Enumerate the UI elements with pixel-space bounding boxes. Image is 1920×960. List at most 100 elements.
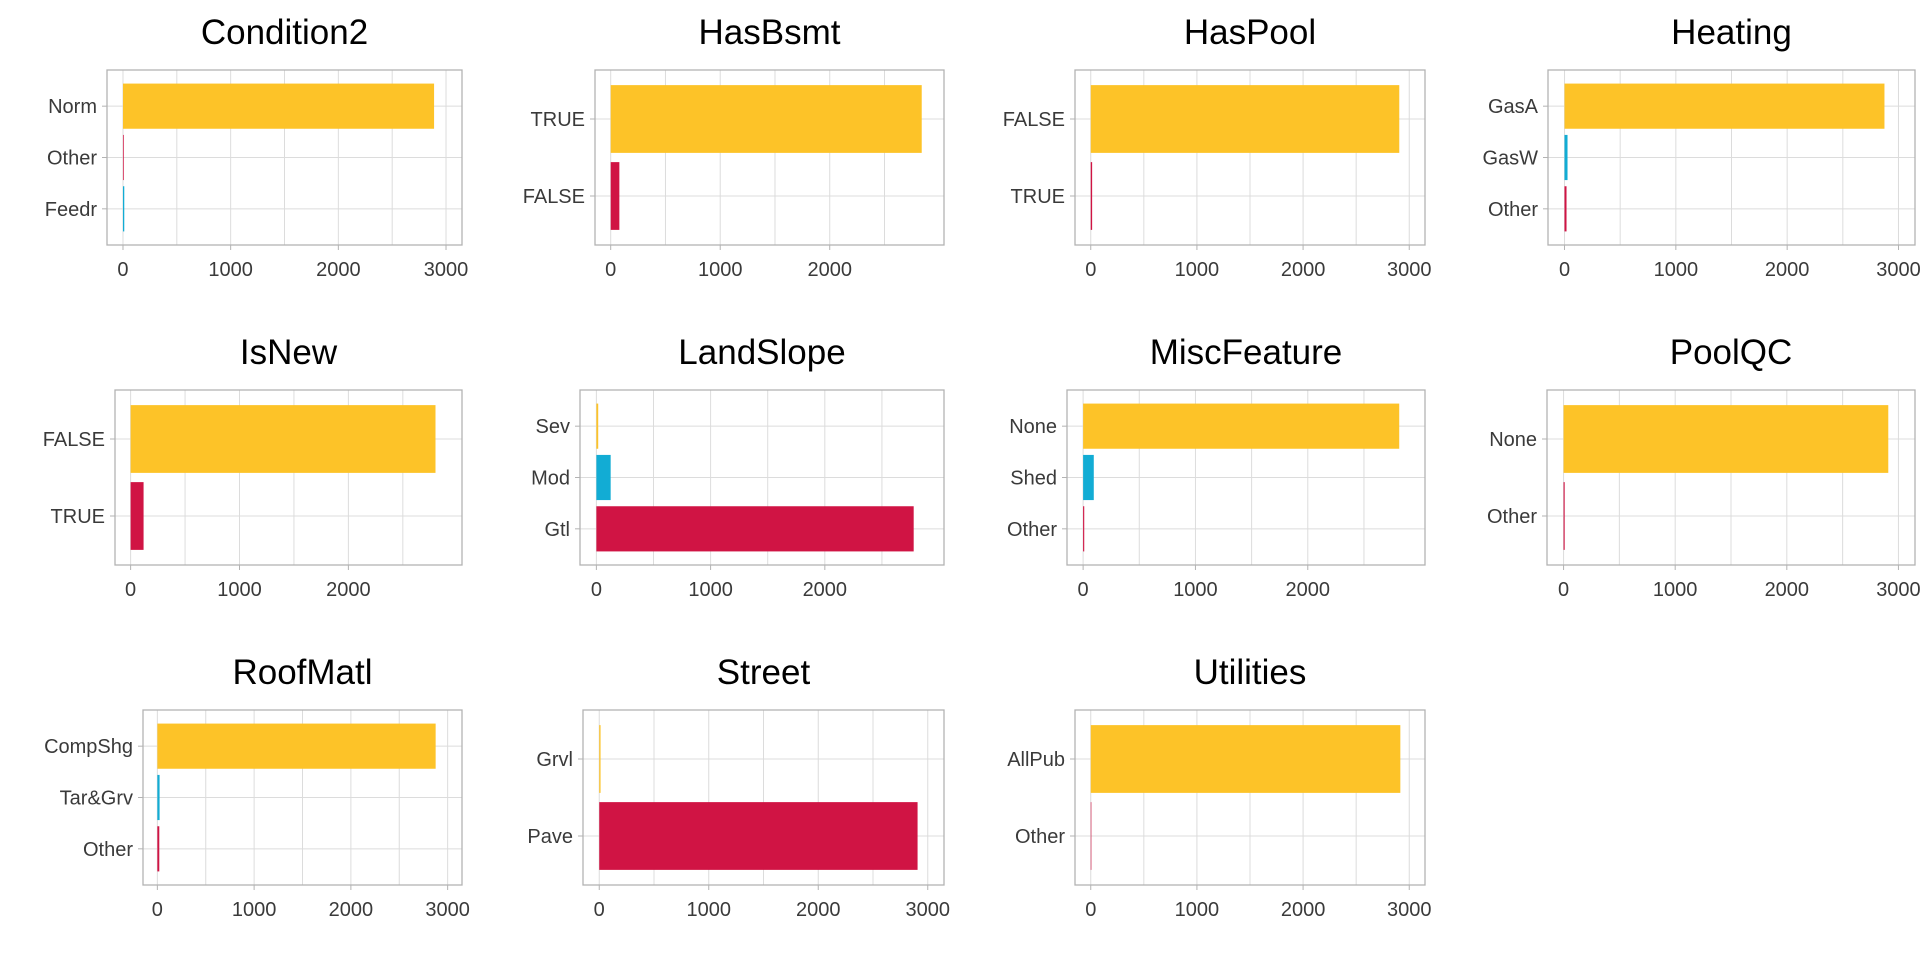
x-tick-label: 3000: [424, 259, 469, 281]
x-tick-label: 3000: [425, 899, 470, 921]
panel-heating: GasA GasW Other 0 1000 2000 3000 Heating: [1482, 13, 1920, 281]
x-tick-label: 0: [117, 259, 128, 281]
y-tick-label: Other: [1488, 199, 1538, 221]
y-tick-label: TRUE: [1011, 186, 1065, 208]
panel-haspool: FALSE TRUE 0 1000 2000 3000 HasPool: [1003, 13, 1432, 281]
x-tick-label: 1000: [208, 259, 253, 281]
y-tick-label: AllPub: [1007, 749, 1065, 771]
x-tick-label: 2000: [1286, 579, 1331, 601]
y-tick-label: Grvl: [536, 749, 573, 771]
panel-title: PoolQC: [1670, 333, 1793, 372]
panel-frame: [582, 709, 945, 886]
x-tick-label: 0: [1558, 579, 1569, 601]
y-tick-label: Feedr: [45, 199, 98, 221]
x-tick-label: 0: [605, 259, 616, 281]
y-tick-label: FALSE: [1003, 109, 1065, 131]
x-tick-label: 0: [594, 899, 605, 921]
x-tick-label: 2000: [1281, 899, 1326, 921]
bar-other: [1090, 802, 1092, 870]
bar-norm: [122, 83, 435, 129]
x-tick-label: 0: [152, 899, 163, 921]
y-tick-label: Norm: [48, 96, 97, 118]
y-tick-label: Other: [47, 148, 97, 170]
x-tick-label: 3000: [1387, 259, 1432, 281]
y-tick-label: FALSE: [43, 429, 105, 451]
panel-frame: [594, 69, 945, 246]
x-tick-label: 2000: [796, 899, 841, 921]
x-tick-label: 3000: [1876, 259, 1920, 281]
x-tick-label: 1000: [1653, 579, 1698, 601]
x-tick-label: 1000: [698, 259, 743, 281]
x-tick-label: 2000: [326, 579, 371, 601]
bar-allpub: [1090, 725, 1401, 793]
x-tick-label: 2000: [1281, 259, 1326, 281]
y-tick-label: TRUE: [531, 109, 585, 131]
x-tick-label: 2000: [807, 259, 852, 281]
x-tick-label: 1000: [232, 899, 277, 921]
bar-grvl: [599, 725, 601, 793]
bar-gasa: [1564, 83, 1885, 129]
bar-true: [1090, 162, 1093, 230]
panel-miscfeature: None Shed Other 0 1000 2000 MiscFeature: [1007, 333, 1426, 601]
y-tick-label: Sev: [536, 416, 570, 438]
panel-title: Utilities: [1194, 653, 1307, 692]
panel-title: Street: [717, 653, 811, 692]
panel-frame: [1074, 69, 1426, 246]
x-tick-label: 2000: [316, 259, 361, 281]
panel-title: LandSlope: [678, 333, 845, 372]
bar-other: [1563, 482, 1565, 550]
x-tick-label: 1000: [686, 899, 731, 921]
bar-other: [1564, 186, 1567, 232]
bar-gasw: [1564, 134, 1568, 181]
panel-street: Grvl Pave 0 1000 2000 3000 Street: [527, 653, 950, 921]
bar-compshg: [157, 723, 436, 769]
bar-feedr: [122, 186, 125, 232]
x-tick-label: 3000: [1387, 899, 1432, 921]
bar-tar-grv: [157, 774, 160, 821]
x-tick-label: 0: [125, 579, 136, 601]
x-tick-label: 1000: [688, 579, 733, 601]
y-tick-label: Other: [83, 839, 133, 861]
bar-other: [1083, 506, 1085, 552]
bar-sev: [596, 403, 599, 449]
y-tick-label: FALSE: [523, 186, 585, 208]
bar-none: [1083, 403, 1400, 449]
x-tick-label: 0: [1085, 259, 1096, 281]
y-tick-label: Shed: [1010, 468, 1057, 490]
panel-hasbsmt: TRUE FALSE 0 1000 2000 HasBsmt: [523, 13, 945, 281]
panel-title: MiscFeature: [1150, 333, 1343, 372]
bar-other: [157, 826, 160, 872]
y-tick-label: None: [1489, 429, 1537, 451]
x-tick-label: 1000: [217, 579, 262, 601]
x-tick-label: 0: [1078, 579, 1089, 601]
bar-gtl: [596, 506, 914, 552]
y-tick-label: GasA: [1488, 96, 1539, 118]
bar-false: [1090, 85, 1400, 153]
y-tick-label: Pave: [527, 826, 573, 848]
y-tick-label: Mod: [531, 468, 570, 490]
bar-true: [130, 482, 144, 550]
y-tick-label: Other: [1015, 826, 1065, 848]
x-tick-label: 1000: [1175, 899, 1220, 921]
bar-false: [130, 405, 436, 473]
bar-mod: [596, 454, 611, 501]
x-tick-label: 3000: [1876, 579, 1920, 601]
panel-poolqc: None Other 0 1000 2000 3000 PoolQC: [1487, 333, 1920, 601]
x-tick-label: 2000: [803, 579, 848, 601]
y-tick-label: TRUE: [51, 506, 105, 528]
x-tick-label: 0: [1559, 259, 1570, 281]
panel-title: IsNew: [240, 333, 338, 372]
bar-false: [610, 162, 620, 230]
panel-frame: [1546, 389, 1916, 566]
panel-title: HasPool: [1184, 13, 1316, 52]
y-tick-label: Tar&Grv: [60, 788, 133, 810]
panel-isnew: FALSE TRUE 0 1000 2000 IsNew: [43, 333, 463, 601]
x-tick-label: 3000: [906, 899, 951, 921]
x-tick-label: 2000: [1765, 259, 1810, 281]
x-tick-label: 0: [591, 579, 602, 601]
panel-title: HasBsmt: [699, 13, 841, 52]
y-tick-label: Gtl: [544, 519, 570, 541]
panel-frame: [114, 389, 463, 566]
